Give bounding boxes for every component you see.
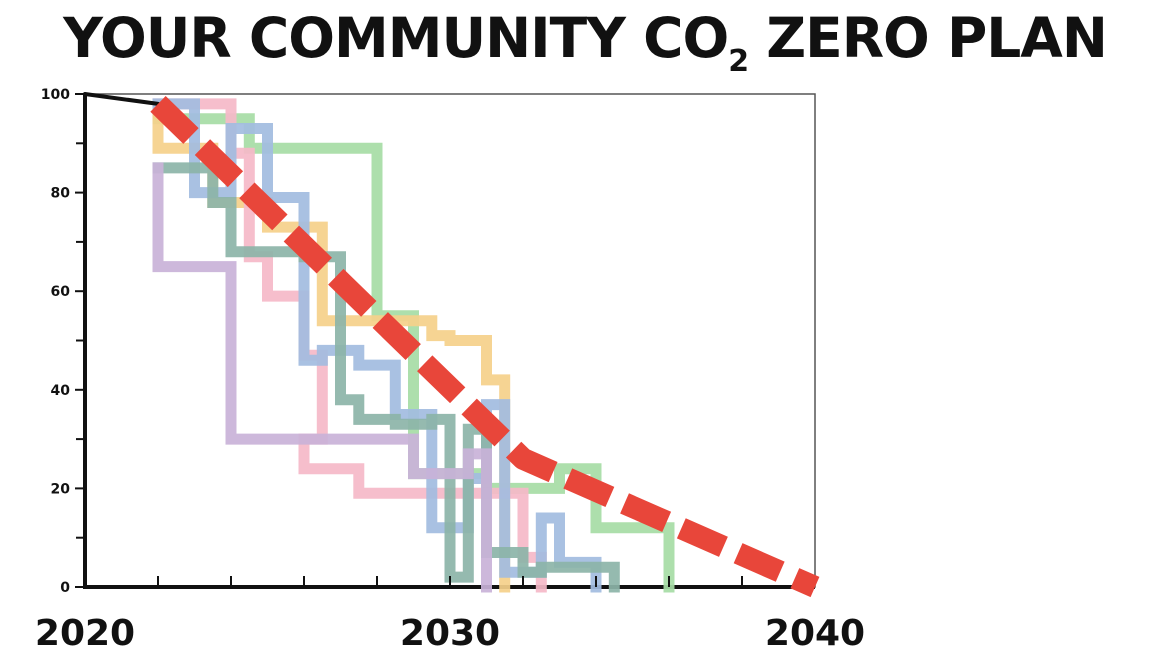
- y-tick-label: 20: [51, 481, 71, 497]
- x-tick-label: 2030: [400, 613, 500, 653]
- y-tick-label: 40: [51, 383, 71, 399]
- x-tick-label: 2020: [35, 613, 135, 653]
- community-path-5: [152, 162, 620, 593]
- y-tick-label: 0: [60, 580, 70, 596]
- x-tick-label: 2040: [765, 613, 865, 653]
- target-trajectory-line: [150, 96, 820, 598]
- chart-title: YOUR COMMUNITY CO2 ZERO PLAN: [63, 6, 1108, 79]
- y-tick-label: 60: [51, 284, 71, 300]
- community-path-6: [152, 162, 492, 593]
- y-tick-label: 80: [51, 186, 71, 202]
- historical-emissions-line: [83, 92, 160, 106]
- y-tick-label: 100: [41, 87, 70, 103]
